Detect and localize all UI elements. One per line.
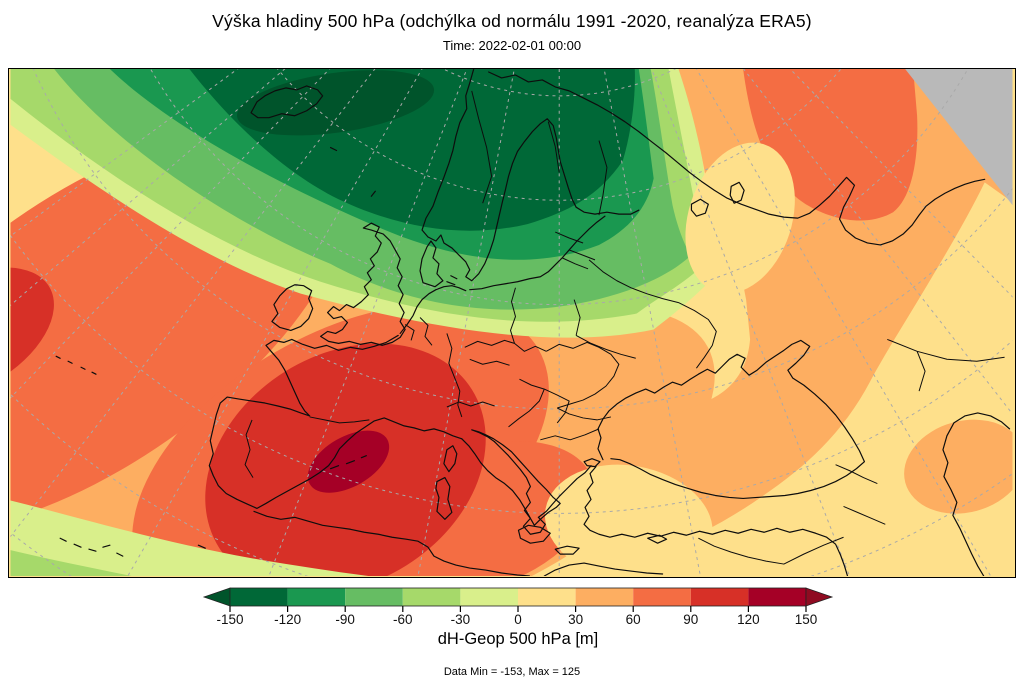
tick-label: -30 <box>450 612 471 627</box>
band-med-120-150 <box>307 430 390 493</box>
anomaly-map <box>8 68 1016 578</box>
coast-blacksea <box>597 339 866 500</box>
band-karelia-0-30 <box>685 142 795 294</box>
coast-ireland <box>271 284 314 332</box>
colorbar-under-arrow <box>202 587 231 607</box>
tick-label: -60 <box>393 612 413 627</box>
band-sw-pocket-minus30 <box>10 500 369 576</box>
tick-label: -120 <box>274 612 302 627</box>
time-label: Time: 2022-02-01 00:00 <box>442 38 582 53</box>
band-sw-pocket-minus60 <box>10 550 132 576</box>
colorbar-over-arrow <box>805 587 834 607</box>
coast-northsea-baltic <box>399 215 606 335</box>
tick-label: -90 <box>335 612 355 627</box>
coast-denmark <box>419 240 458 288</box>
tick-label: 150 <box>794 612 818 627</box>
coast-small-islands <box>55 146 376 557</box>
coast-caspian <box>942 412 1011 576</box>
band-caspian-30-60 <box>904 419 1013 514</box>
coast-italy <box>461 429 561 526</box>
coast-corsica-sardinia <box>435 445 458 520</box>
coast-france-iberia <box>208 334 463 509</box>
coastlines <box>55 69 1011 576</box>
tick-label: 30 <box>568 612 584 627</box>
colorbar <box>202 587 834 612</box>
tick-label: 0 <box>514 612 522 627</box>
band-n-under-minus150 <box>237 70 435 136</box>
colorbar-ticks <box>229 606 807 612</box>
band-atl-90-120 <box>10 267 54 402</box>
coast-iceland <box>250 85 324 119</box>
coast-north-africa <box>253 510 664 576</box>
coast-sicily <box>517 524 551 544</box>
coast-marmara <box>583 458 601 468</box>
coast-lakes <box>690 181 745 217</box>
band-anatolia-0-30 <box>544 464 713 576</box>
colorbar-segments <box>230 588 806 606</box>
coast-barents-whitesea <box>488 71 986 246</box>
coast-balkans-greece <box>494 441 592 535</box>
tick-label: -150 <box>216 612 244 627</box>
data-min-max: Data Min = -153, Max = 125 <box>443 666 581 678</box>
tick-label: 120 <box>737 612 760 627</box>
coast-crete-cyprus <box>554 534 668 555</box>
colorbar-label: dH-Geop 500 hPa [m] <box>437 630 599 648</box>
coast-scandinavia <box>421 69 640 282</box>
country-borders <box>244 90 1005 565</box>
coast-turkey <box>583 466 849 576</box>
tick-label: 90 <box>683 612 699 627</box>
tick-label: 60 <box>625 612 641 627</box>
coast-britain <box>320 222 406 346</box>
page-title: Výška hladiny 500 hPa (odchýlka od normá… <box>212 11 812 31</box>
